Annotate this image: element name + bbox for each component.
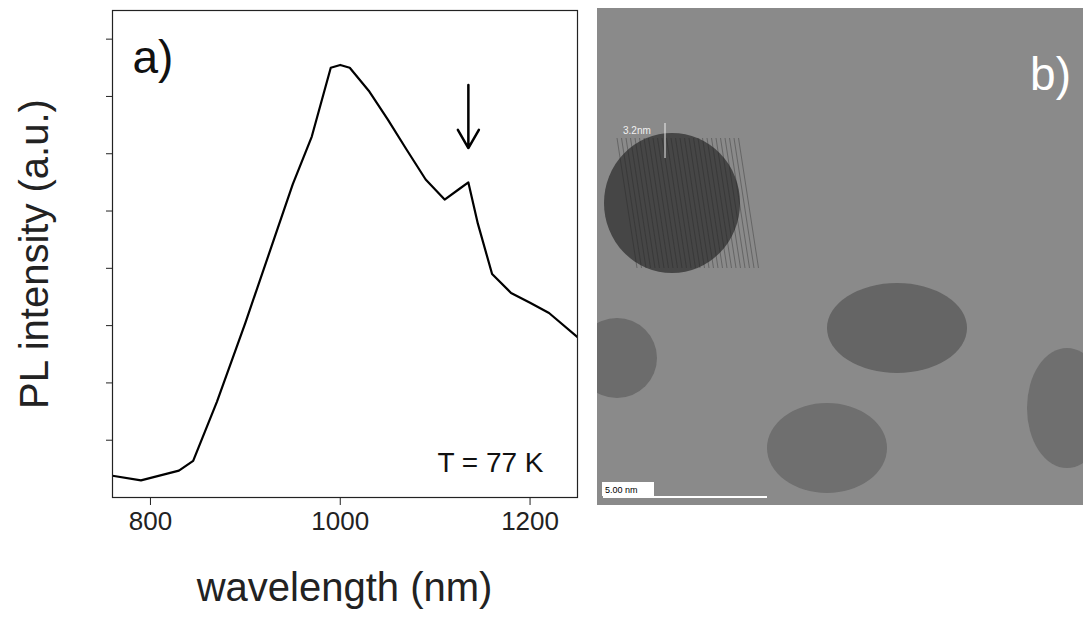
svg-text:b): b) [1030,48,1071,100]
svg-text:5.00 nm: 5.00 nm [605,485,638,495]
svg-text:T = 77 K: T = 77 K [437,447,543,478]
svg-text:a): a) [133,31,174,83]
html-text:wavelength (nm): wavelength (nm) [196,565,493,609]
svg-text:3.2nm: 3.2nm [623,125,651,136]
svg-text:1000: 1000 [311,506,369,536]
html-text:PL intensity (a.u.): PL intensity (a.u.) [11,98,56,409]
svg-text:800: 800 [129,506,172,536]
svg-text:1200: 1200 [501,506,559,536]
